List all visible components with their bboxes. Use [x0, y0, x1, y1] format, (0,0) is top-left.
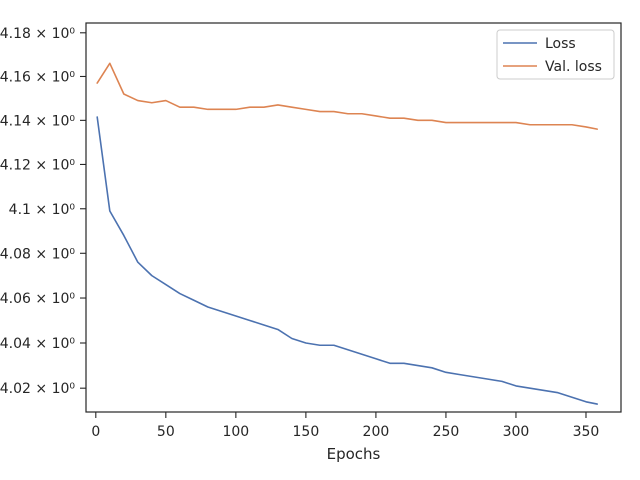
- x-tick-label: 50: [157, 424, 175, 440]
- x-axis-label: Epochs: [327, 445, 381, 463]
- legend-label-loss: Loss: [545, 36, 576, 52]
- y-tick-label: 4.18 × 10⁰: [0, 26, 75, 42]
- series-line-loss: [96, 116, 598, 405]
- y-axis: 4.02 × 10⁰ 4.04 × 10⁰ 4.06 × 10⁰ 4.08 × 10⁰…: [0, 26, 86, 397]
- y-tick-label: 4.12 × 10⁰: [0, 157, 75, 173]
- series-layer: [96, 62, 598, 405]
- y-tick-label: 4.04 × 10⁰: [0, 336, 75, 352]
- x-axis: 0 50 100 150 200 250 300 350: [91, 412, 599, 440]
- plot-frame: [85, 22, 622, 413]
- x-tick-label: 200: [363, 424, 390, 440]
- y-tick-label: 4.1 × 10⁰: [9, 202, 76, 218]
- x-tick-label: 150: [293, 424, 320, 440]
- legend-label-val-loss: Val. loss: [545, 59, 602, 75]
- y-tick-label: 4.06 × 10⁰: [0, 291, 75, 307]
- y-tick-label: 4.02 × 10⁰: [0, 381, 75, 397]
- y-tick-label: 4.16 × 10⁰: [0, 69, 75, 85]
- y-tick-label: 4.08 × 10⁰: [0, 246, 75, 262]
- x-tick-label: 300: [503, 424, 530, 440]
- x-tick-label: 0: [91, 424, 100, 440]
- series-line-val-loss: [96, 62, 598, 130]
- legend: Loss Val. loss: [496, 29, 615, 80]
- x-tick-label: 100: [222, 424, 249, 440]
- x-tick-label: 350: [573, 424, 600, 440]
- y-tick-label: 4.14 × 10⁰: [0, 113, 75, 129]
- x-tick-label: 250: [433, 424, 460, 440]
